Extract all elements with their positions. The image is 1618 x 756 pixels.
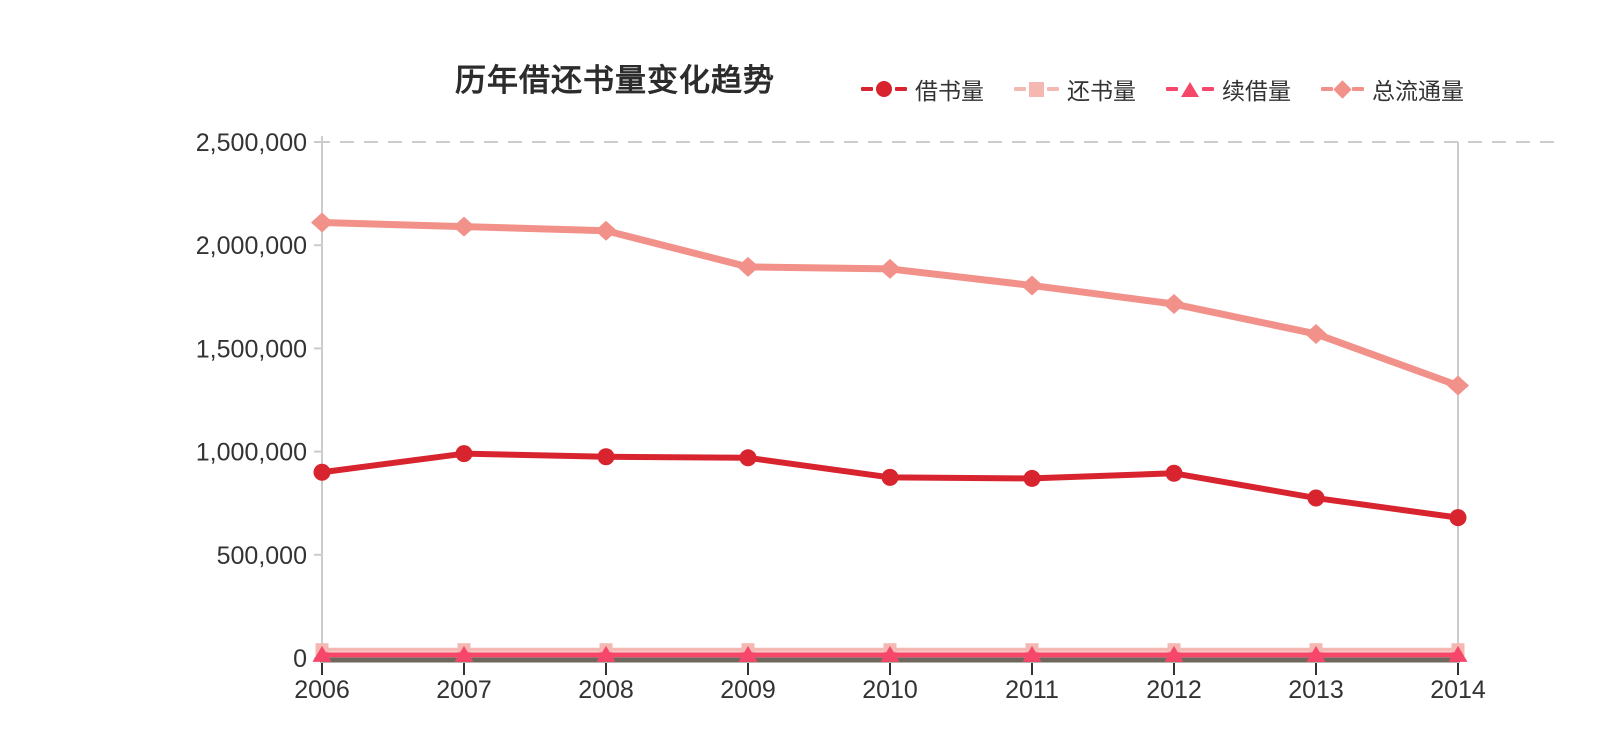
circle-shape-icon <box>876 81 892 97</box>
legend-label-renew: 续借量 <box>1222 78 1291 104</box>
square-icon <box>1014 81 1059 97</box>
data-point-total-2013 <box>1305 323 1327 344</box>
circle-icon <box>861 81 907 97</box>
chart-title: 历年借还书量变化趋势 <box>455 63 775 98</box>
data-point-borrow-2006 <box>313 463 331 481</box>
data-point-renew-2014 <box>1448 645 1468 662</box>
x-tick-label: 2009 <box>720 676 776 704</box>
legend-item-total[interactable]: 总流通量 <box>1321 72 1464 106</box>
data-point-borrow-2010 <box>881 468 899 486</box>
legend-item-renew[interactable]: 续借量 <box>1166 72 1291 106</box>
data-point-renew-2006 <box>312 645 332 662</box>
legend-item-borrow[interactable]: 借书量 <box>861 72 984 106</box>
legend-dash <box>861 87 873 91</box>
series-line-total <box>318 218 1462 390</box>
data-point-borrow-2013 <box>1307 489 1325 507</box>
data-point-borrow-2012 <box>1165 464 1183 482</box>
data-point-total-2014 <box>1447 375 1469 396</box>
data-point-borrow-2011 <box>1023 469 1041 487</box>
legend-label-borrow: 借书量 <box>915 78 984 104</box>
diamond-icon <box>1321 79 1364 99</box>
data-point-borrow-2009 <box>739 449 757 467</box>
x-tick-label: 2011 <box>1005 676 1059 704</box>
data-point-total-2009 <box>737 256 759 277</box>
square-shape-icon <box>1029 81 1044 97</box>
data-point-total-2010 <box>879 258 901 279</box>
x-tick-label: 2013 <box>1288 676 1344 704</box>
x-tick-label: 2008 <box>578 676 634 704</box>
data-point-renew-2009 <box>738 645 758 662</box>
data-point-total-2011 <box>1021 275 1043 296</box>
legend-dash <box>1352 87 1364 91</box>
data-point-renew-2012 <box>1164 645 1184 662</box>
legend: 借书量 还书量 续借量 总流通量 <box>861 72 1464 106</box>
triangle-icon <box>1166 81 1214 97</box>
data-point-total-2006 <box>311 212 333 233</box>
x-tick-label: 2007 <box>436 676 492 704</box>
y-tick-label: 1,500,000 <box>196 335 307 363</box>
y-tick-label: 2,000,000 <box>196 232 307 260</box>
legend-dash <box>1014 87 1026 91</box>
x-tick-label: 2014 <box>1430 676 1486 704</box>
x-tick-label: 2006 <box>294 676 350 704</box>
data-point-total-2008 <box>595 220 617 241</box>
legend-label-total: 总流通量 <box>1372 78 1464 104</box>
data-point-total-2012 <box>1163 294 1185 315</box>
data-point-renew-2007 <box>454 645 474 662</box>
legend-dash <box>1047 87 1059 91</box>
legend-dash <box>1321 87 1333 91</box>
data-point-renew-2008 <box>596 645 616 662</box>
legend-label-return: 还书量 <box>1067 78 1136 104</box>
legend-dash <box>1202 87 1214 91</box>
x-tick-label: 2010 <box>862 676 918 704</box>
legend-dash <box>895 87 907 91</box>
data-point-borrow-2007 <box>455 445 473 463</box>
diamond-shape-icon <box>1333 79 1352 99</box>
y-tick-label: 0 <box>293 645 307 673</box>
legend-dash <box>1166 87 1178 91</box>
data-point-renew-2013 <box>1306 645 1326 662</box>
data-point-total-2007 <box>453 216 475 237</box>
data-point-borrow-2014 <box>1449 509 1467 527</box>
y-tick-label: 1,000,000 <box>196 439 307 467</box>
data-point-borrow-2008 <box>597 448 615 466</box>
legend-item-return[interactable]: 还书量 <box>1014 72 1136 106</box>
x-tick-label: 2012 <box>1146 676 1202 704</box>
triangle-shape-icon <box>1181 81 1199 97</box>
data-point-renew-2010 <box>880 645 900 662</box>
data-point-renew-2011 <box>1022 645 1042 662</box>
y-tick-label: 2,500,000 <box>196 129 307 157</box>
y-tick-label: 500,000 <box>217 542 307 570</box>
